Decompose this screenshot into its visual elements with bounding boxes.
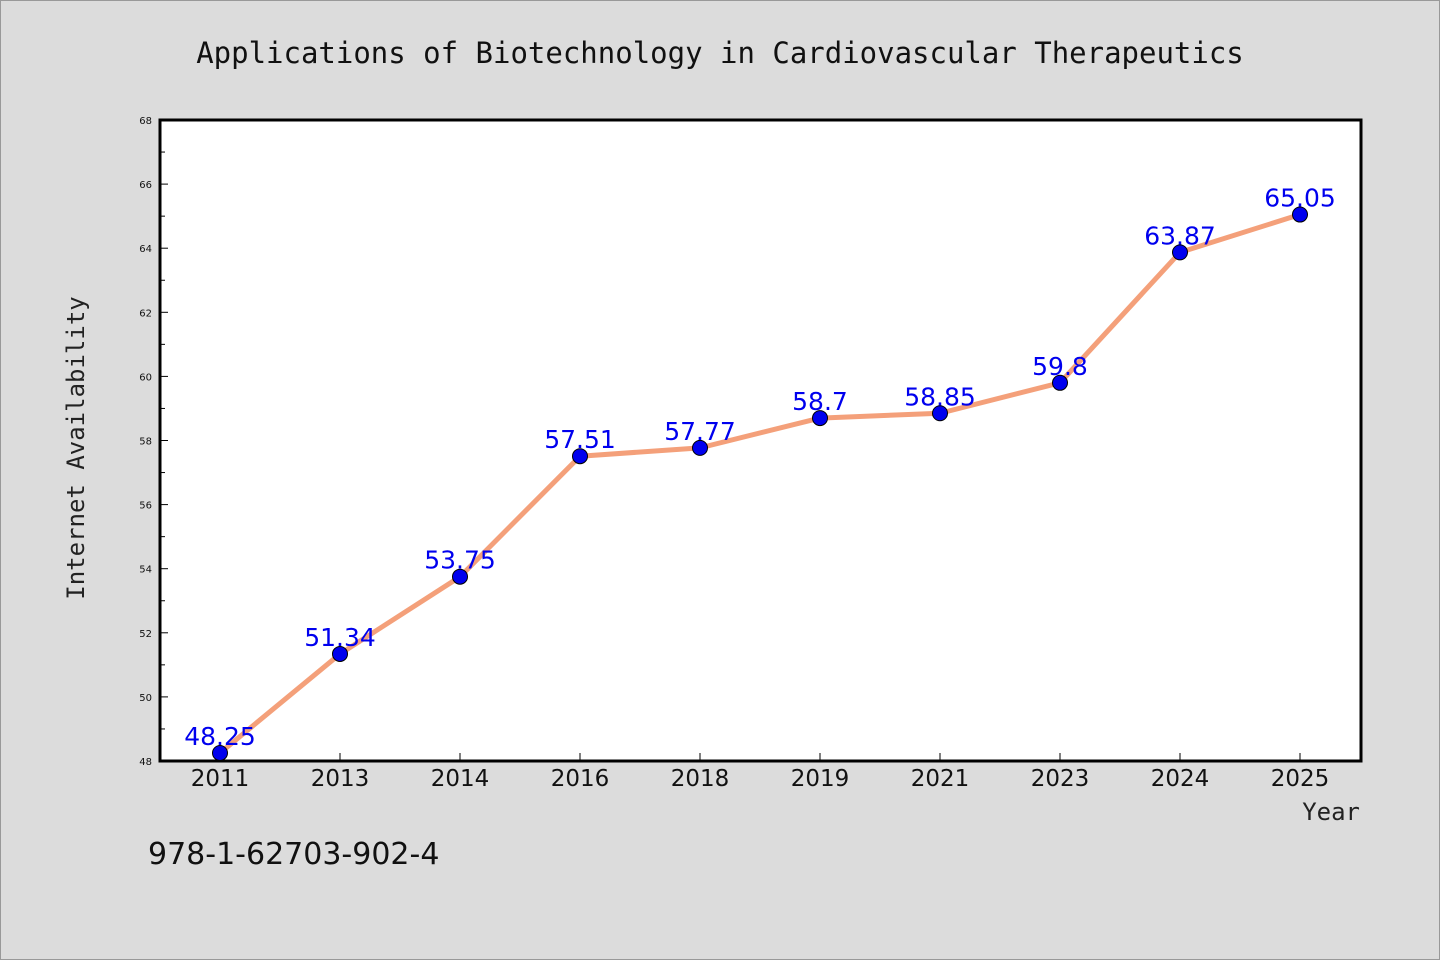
- data-point: [812, 410, 828, 427]
- y-tick-label: 50: [139, 693, 152, 704]
- y-tick-label: 60: [139, 372, 152, 383]
- y-tick-label: 66: [139, 180, 152, 191]
- series-line: [217, 212, 1303, 756]
- y-tick-label: 54: [139, 565, 152, 576]
- plot-area: [158, 118, 1363, 763]
- y-tick-label: 68: [139, 116, 152, 127]
- data-label: 48.25: [184, 722, 256, 751]
- chart-title: Applications of Biotechnology in Cardiov…: [196, 36, 1244, 70]
- x-tick-label: 2018: [671, 766, 730, 792]
- data-point: [452, 568, 468, 585]
- data-label: 59.8: [1032, 352, 1088, 381]
- data-label: 58.85: [904, 382, 976, 411]
- data-point: [1172, 244, 1188, 261]
- x-tick-label: 2014: [431, 766, 490, 792]
- x-axis-label: Year: [1302, 798, 1360, 826]
- isbn-text: 978-1-62703-902-4: [148, 837, 439, 872]
- data-label: 51.34: [304, 623, 376, 652]
- data-label: 57.77: [664, 417, 736, 446]
- x-tick-label: 2024: [1151, 766, 1210, 792]
- series-line-group: 48.25 51.34 53.75 57.51 57.77 58.7 58.85 59.8 63…: [184, 184, 1336, 761]
- x-tick-label: 2013: [311, 766, 370, 792]
- x-tick-label: 2023: [1031, 766, 1090, 792]
- y-tick-label: 58: [139, 437, 152, 448]
- data-label: 53.75: [424, 546, 496, 575]
- data-label: 63.87: [1144, 221, 1216, 250]
- data-point: [1052, 374, 1068, 391]
- data-label: 57.51: [544, 425, 616, 454]
- x-tick-label: 2021: [911, 766, 970, 792]
- data-label: 58.7: [792, 387, 848, 416]
- y-axis: 48 50 52 54 56 58 60 62 64 66 68: [139, 116, 168, 768]
- y-tick-label: 52: [139, 629, 152, 640]
- x-tick-label: 2011: [191, 766, 250, 792]
- data-point: [692, 439, 708, 456]
- y-tick-label: 64: [139, 244, 152, 255]
- data-label: 65.05: [1264, 184, 1336, 213]
- data-point: [932, 405, 948, 422]
- x-axis: 2011 2013 2014 2016 2018 2019 2021 2023 2024 2025: [191, 753, 1330, 792]
- data-point: [1292, 206, 1308, 223]
- x-tick-label: 2019: [791, 766, 850, 792]
- data-point: [332, 645, 348, 662]
- data-point: [572, 448, 588, 465]
- y-tick-label: 48: [139, 757, 152, 768]
- y-tick-label: 62: [139, 308, 152, 319]
- x-tick-label: 2016: [551, 766, 610, 792]
- y-tick-label: 56: [139, 501, 152, 512]
- data-point: [212, 744, 228, 761]
- y-axis-label: Internet Availability: [62, 296, 90, 599]
- x-tick-label: 2025: [1271, 766, 1330, 792]
